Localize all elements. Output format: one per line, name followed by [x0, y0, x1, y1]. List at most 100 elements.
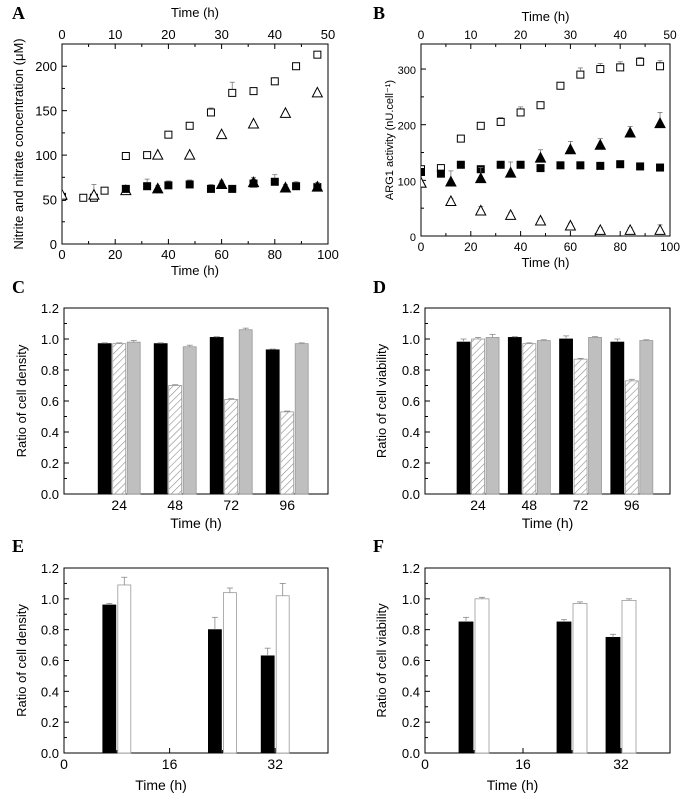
open-square-point	[121, 152, 130, 160]
open-triangle-point	[151, 148, 164, 160]
open-triangle-point	[445, 194, 457, 206]
y-tick-label: 0.6	[41, 654, 59, 669]
filled-square-point	[436, 169, 445, 178]
open-square-point	[636, 57, 645, 66]
open-square-point	[249, 87, 258, 96]
plot-area	[62, 50, 324, 202]
top-x-tick-label: 50	[321, 27, 335, 42]
grey-bar	[639, 340, 654, 495]
y-tick-label: 0.8	[41, 363, 59, 378]
y-axis-label: Ratio of cell density	[14, 344, 29, 457]
filled-triangle-point	[474, 172, 487, 184]
y-tick-label: 0.4	[402, 684, 420, 699]
panel-letter-c: C	[12, 277, 25, 297]
chart-panel-e: 0.0 0.2 0.4 0.6 0.8 1.0 1.2 Ratio of cell densi…	[14, 561, 329, 793]
x-tick-label: 40	[161, 247, 175, 262]
y-tick-label: 0	[410, 232, 416, 244]
filled-triangle-point	[534, 151, 547, 163]
open-square-point	[476, 121, 485, 130]
y-tick-label: 0.2	[402, 715, 420, 730]
filled-square-point	[206, 184, 215, 193]
open-triangle-point	[421, 176, 427, 188]
x-tick-label: 100	[660, 240, 680, 254]
black-bar	[605, 636, 621, 754]
chart-panel-d: 0.0 0.2 0.4 0.6 0.8 1.0 1.2 Ratio of cell viabi…	[374, 301, 671, 531]
open-triangle-point	[654, 223, 666, 235]
panel-letter-b: B	[373, 3, 385, 23]
open-square-point	[536, 101, 545, 110]
grey-bar	[294, 343, 309, 495]
black-bar	[507, 337, 522, 495]
x-tick-label: 60	[564, 240, 578, 254]
filled-square-point	[656, 163, 665, 172]
open-square-point	[292, 62, 301, 71]
open-triangle-point	[62, 188, 68, 200]
y-tick-label: 1.0	[41, 332, 59, 347]
y-tick-label: 0.2	[41, 715, 59, 730]
black-bar	[153, 343, 168, 495]
open-square-point	[270, 77, 279, 86]
open-triangle-point	[311, 86, 324, 98]
y-tick-label: 0.2	[402, 456, 420, 471]
filled-triangle-point	[215, 177, 228, 189]
open-square-point	[456, 134, 465, 143]
y-tick-label: 0.4	[402, 425, 420, 440]
x-tick-label: 20	[108, 247, 122, 262]
filled-square-point	[143, 182, 152, 191]
y-tick-label: 1.2	[41, 561, 59, 576]
open-triangle-point	[247, 117, 260, 129]
open-triangle-point	[474, 204, 487, 216]
open-square-point	[185, 121, 194, 130]
y-tick-label: 0.0	[41, 487, 59, 502]
filled-triangle-point	[247, 176, 260, 188]
white-bar	[621, 599, 637, 754]
filled-square-point	[536, 164, 545, 173]
open-square-point	[79, 193, 88, 202]
y-tick-label: 1.2	[402, 561, 420, 576]
grey-bar	[126, 341, 141, 495]
open-triangle-point	[564, 219, 577, 231]
filled-square-point	[228, 184, 237, 193]
black-bar	[556, 621, 572, 754]
top-x-tick-label: 0	[58, 27, 65, 42]
x-tick-label: 72	[223, 497, 239, 513]
hatched-bar	[471, 338, 485, 495]
open-triangle-point	[88, 188, 100, 200]
y-tick-label: 0.4	[41, 684, 59, 699]
y-tick-label: 100	[35, 148, 57, 163]
white-bar	[474, 598, 490, 754]
x-tick-label: 96	[279, 497, 295, 513]
open-square-point	[313, 50, 322, 59]
x-tick-label: 20	[464, 240, 478, 254]
top-x-tick-label: 50	[663, 28, 677, 42]
top-x-tick-label: 30	[214, 27, 228, 42]
hatched-bar	[573, 358, 588, 495]
hatched-bar	[522, 343, 537, 495]
y-tick-label: 0	[50, 237, 57, 252]
x-axis-label: Time (h)	[135, 777, 187, 793]
top-x-axis-label: Time (h)	[522, 9, 570, 24]
filled-triangle-point	[279, 181, 292, 193]
grey-bar	[536, 340, 551, 495]
grey-bar	[485, 337, 500, 495]
open-square-point	[576, 70, 585, 79]
chart-panel-c: 0.0 0.2 0.4 0.6 0.8 1.0 1.2 Ratio of cell densi…	[14, 301, 329, 531]
black-bar	[458, 621, 474, 754]
x-tick-label: 24	[111, 497, 127, 513]
filled-square-point	[556, 161, 565, 170]
open-triangle-point	[504, 208, 517, 220]
white-bar	[275, 595, 290, 754]
filled-triangle-point	[311, 180, 324, 192]
open-square-point	[496, 117, 505, 126]
filled-triangle-point	[151, 182, 164, 194]
y-axis-label: Nitrite and nitrate concentration (μM)	[11, 38, 26, 249]
open-square-point	[164, 130, 173, 139]
filled-square-point	[576, 161, 585, 170]
chart-panel-a: 0 20 40 60 80 100 0 10 20 30 40 50 0 50 100 150 200 Nitri…	[11, 5, 339, 278]
filled-square-point	[456, 160, 465, 169]
x-tick-label: 32	[613, 756, 629, 772]
filled-square-point	[516, 160, 525, 169]
filled-square-point	[616, 160, 625, 169]
top-x-tick-label: 30	[564, 28, 578, 42]
